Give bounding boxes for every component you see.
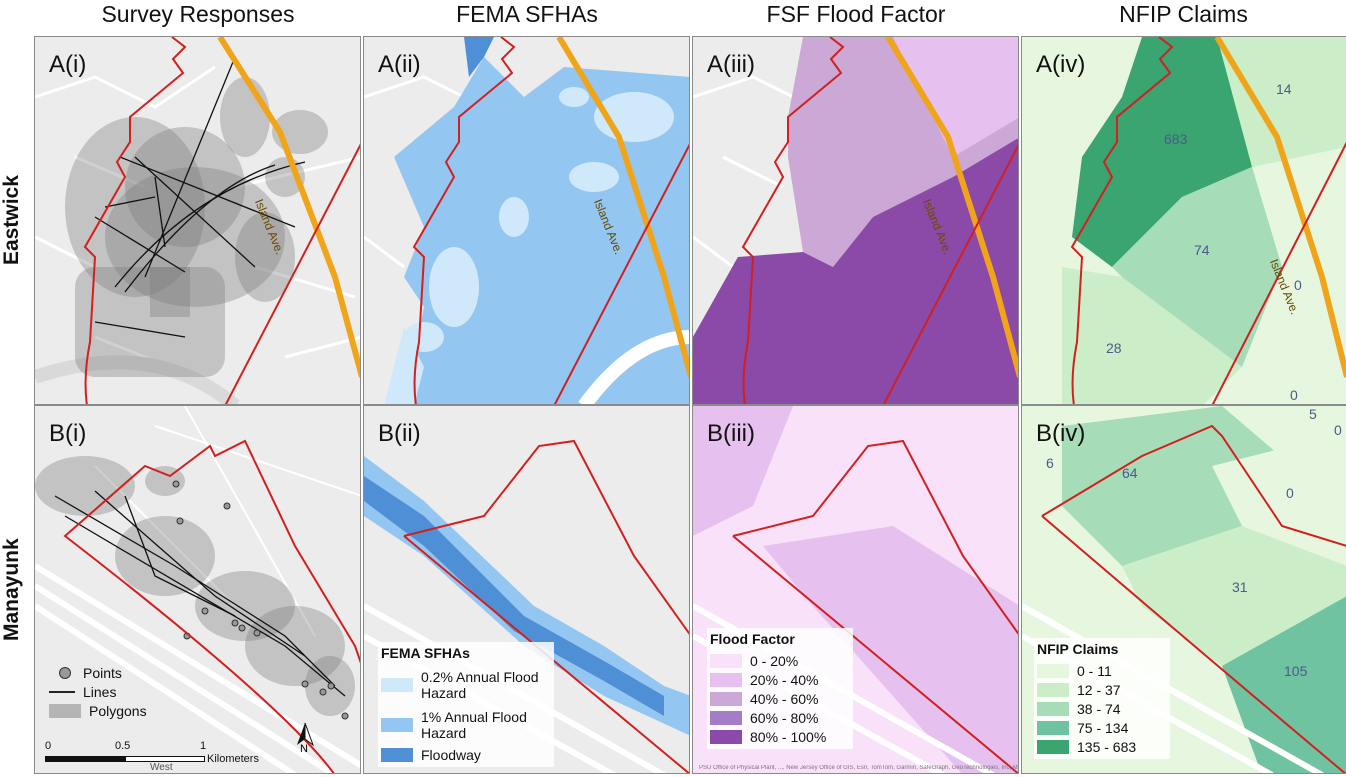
map-panel-eastwick-nfip[interactable]: A(iv) 683 14 74 0 28 0 Island Ave.: [1021, 36, 1346, 405]
fema-legend: FEMA SFHAs 0.2% Annual Flood Hazard 1% A…: [378, 642, 554, 767]
north-arrow-icon: N: [293, 721, 317, 757]
map-panel-manayunk-flood-factor[interactable]: B(iii) Flood Factor 0 - 20% 20% - 40% 40…: [692, 405, 1019, 774]
scale-tick-half: 0.5: [115, 740, 131, 752]
panel-label-b3: B(iii): [707, 420, 755, 447]
line-symbol-icon: [49, 690, 75, 693]
map-panel-eastwick-fema[interactable]: A(ii) Island Ave.: [363, 36, 690, 405]
legend-polygons: Polygons: [89, 702, 147, 719]
legend-swatch: [1037, 701, 1069, 716]
legend-label: 0 - 11: [1077, 662, 1112, 679]
map-credits: PSU Office of Physical Plant, ..., New J…: [699, 765, 1018, 771]
scale-unit: Kilometers: [207, 753, 259, 765]
panel-label-a3: A(iii): [707, 51, 755, 78]
map-eastwick-flood-factor: [693, 37, 1018, 404]
nfip-count: 74: [1194, 242, 1210, 258]
map-eastwick-nfip: [1022, 37, 1346, 404]
nfip-count: 105: [1284, 663, 1308, 679]
polygon-symbol-icon: [49, 703, 81, 718]
ff-legend-title: Flood Factor: [710, 631, 795, 647]
legend-label: Floodway: [421, 746, 481, 763]
legend-label: 60% - 80%: [750, 709, 819, 726]
legend-label: 20% - 40%: [750, 671, 819, 688]
nfip-count: 31: [1232, 579, 1248, 595]
column-title-nfip: NFIP Claims: [1119, 1, 1248, 27]
nfip-legend: NFIP Claims 0 - 11 12 - 37 38 - 74 75 - …: [1034, 638, 1170, 759]
map-eastwick-fema: [364, 37, 689, 404]
nfip-legend-title: NFIP Claims: [1037, 641, 1119, 657]
map-eastwick-survey: [35, 37, 360, 404]
fema-legend-title: FEMA SFHAs: [381, 645, 470, 661]
row-label-eastwick: Eastwick: [0, 175, 23, 266]
flood-factor-legend: Flood Factor 0 - 20% 20% - 40% 40% - 60%…: [707, 628, 853, 749]
legend-swatch-floodway: [381, 747, 413, 762]
legend-label: 75 - 134: [1077, 719, 1129, 736]
panel-label-a4: A(iv): [1036, 51, 1086, 78]
place-label-west: West: [150, 762, 173, 773]
nfip-count: 64: [1122, 465, 1138, 481]
nfip-count: 0: [1334, 422, 1342, 438]
column-title-survey: Survey Responses: [101, 1, 295, 27]
legend-label: 12 - 37: [1077, 681, 1121, 698]
nfip-count: 0: [1286, 485, 1294, 501]
column-title-fema: FEMA SFHAs: [456, 1, 598, 27]
legend-label: 38 - 74: [1077, 700, 1121, 717]
legend-swatch: [1037, 720, 1069, 735]
panel-label-a2: A(ii): [378, 51, 421, 78]
legend-swatch: [710, 653, 742, 668]
map-manayunk-nfip: [1022, 406, 1346, 773]
legend-swatch-0-2-percent: [381, 678, 413, 692]
scale-tick-0: 0: [45, 740, 52, 752]
scale-tick-1: 1: [200, 740, 207, 752]
legend-label: 1% Annual Flood Hazard: [421, 709, 527, 741]
panel-label-b2: B(ii): [378, 420, 421, 447]
map-panel-eastwick-flood-factor[interactable]: A(iii) Island Ave.: [692, 36, 1019, 405]
legend-swatch: [1037, 739, 1069, 754]
legend-swatch: [710, 691, 742, 706]
map-manayunk-fema: [364, 439, 689, 773]
legend-swatch: [710, 729, 742, 744]
nfip-count: 0: [1290, 387, 1298, 403]
scale-bar: 0 0.5 1 Kilometers: [45, 740, 275, 770]
panel-label-b1: B(i): [49, 420, 87, 447]
legend-lines: Lines: [83, 683, 117, 700]
legend-label: 40% - 60%: [750, 690, 819, 707]
map-panel-manayunk-survey[interactable]: B(i) Points Lines Polygons 0 0.5 1 Kilom…: [34, 405, 361, 774]
nfip-count: 28: [1106, 340, 1122, 356]
legend-label: 135 - 683: [1077, 738, 1137, 755]
legend-swatch: [1037, 663, 1069, 678]
survey-legend: Points Lines Polygons: [49, 663, 147, 720]
map-panel-eastwick-survey[interactable]: A(i) Island Ave.: [34, 36, 361, 405]
legend-swatch: [710, 672, 742, 687]
nfip-count: 0: [1294, 277, 1302, 293]
nfip-count: 14: [1276, 81, 1292, 97]
nfip-count: 683: [1164, 131, 1188, 147]
legend-swatch-1-percent: [381, 718, 413, 732]
legend-label: 0 - 20%: [750, 652, 799, 669]
point-symbol-icon: [59, 666, 71, 679]
panel-label-b4: B(iv): [1036, 420, 1086, 447]
column-title-flood-factor: FSF Flood Factor: [766, 1, 946, 27]
legend-swatch: [1037, 682, 1069, 697]
nfip-count: 6: [1046, 455, 1054, 471]
row-label-manayunk: Manayunk: [0, 538, 23, 641]
north-label: N: [300, 743, 308, 755]
panel-label-a1: A(i): [49, 51, 87, 78]
legend-points: Points: [83, 664, 122, 681]
legend-label: 0.2% Annual Flood Hazard: [421, 669, 539, 701]
legend-label: 80% - 100%: [750, 728, 827, 745]
legend-swatch: [710, 710, 742, 725]
map-panel-manayunk-fema[interactable]: B(ii) FEMA SFHAs 0.2% Annual Flood Hazar…: [363, 405, 690, 774]
nfip-count: 5: [1309, 406, 1317, 422]
map-panel-manayunk-nfip[interactable]: B(iv) 5 0 6 64 0 31 105 NFIP Claims 0 - …: [1021, 405, 1346, 774]
